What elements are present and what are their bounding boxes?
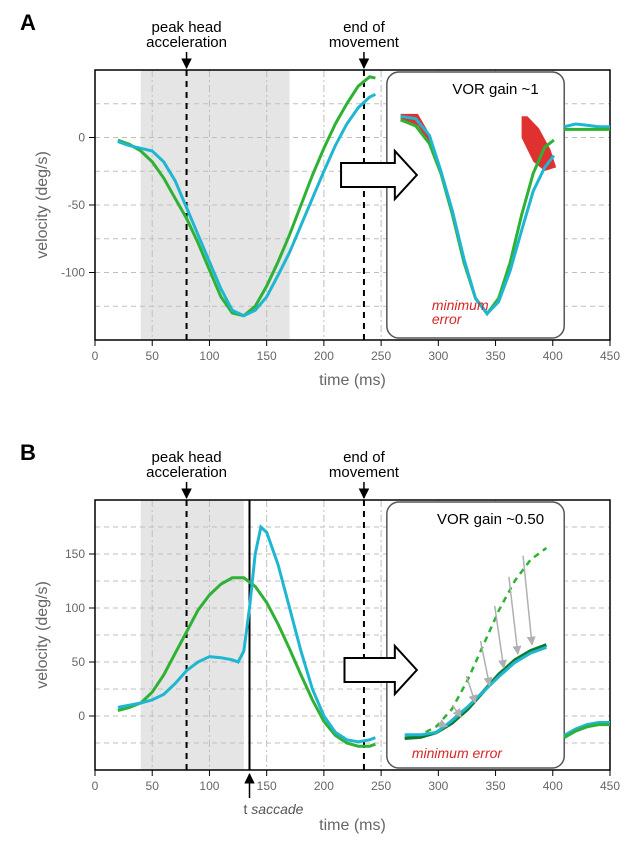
ylabel: velocity (deg/s) bbox=[34, 151, 51, 259]
xtick-label: 200 bbox=[314, 779, 334, 793]
inset-a-title: VOR gain ~1 bbox=[452, 81, 538, 98]
minerr-label: minimum error bbox=[412, 745, 504, 761]
xtick-label: 250 bbox=[371, 779, 391, 793]
accel-shade bbox=[141, 500, 244, 770]
ytick-label: -50 bbox=[68, 198, 86, 212]
ytick-label: 0 bbox=[78, 131, 85, 145]
ytick-label: 150 bbox=[65, 547, 85, 561]
xtick-label: 100 bbox=[199, 779, 219, 793]
tsaccade-label: t saccade bbox=[244, 801, 304, 817]
figure-root: A -100 -50 0 velocity (deg/s) 0 50 100 150 200 25… bbox=[0, 0, 641, 863]
xtick-label: 350 bbox=[486, 349, 506, 363]
ytick-label: 0 bbox=[78, 709, 85, 723]
peak-head-label: acceleration bbox=[146, 464, 227, 481]
xtick-label: 300 bbox=[428, 349, 448, 363]
peak-head-label: acceleration bbox=[146, 34, 227, 51]
eye-tail bbox=[564, 124, 610, 127]
xtick-label: 450 bbox=[600, 349, 620, 363]
xtick-label: 0 bbox=[92, 349, 99, 363]
xlabel: time (ms) bbox=[319, 372, 386, 389]
xtick-label: 250 bbox=[371, 349, 391, 363]
xtick-label: 300 bbox=[428, 779, 448, 793]
xtick-label: 150 bbox=[257, 779, 277, 793]
panel-a: A -100 -50 0 velocity (deg/s) 0 50 100 150 200 25… bbox=[20, 10, 620, 410]
xtick-label: 350 bbox=[486, 779, 506, 793]
panel-b: B 0 50 100 150 velocity (deg/s) 0 50 100 150 200 2… bbox=[20, 440, 620, 850]
xtick-label: 0 bbox=[92, 779, 99, 793]
inset-b-title: VOR gain ~0.50 bbox=[437, 511, 544, 528]
panel-a-letter: A bbox=[20, 10, 36, 36]
xtick-label: 400 bbox=[543, 349, 563, 363]
end-move-label: movement bbox=[329, 464, 400, 481]
ytick-label: 50 bbox=[72, 655, 86, 669]
panel-b-svg: 0 50 100 150 velocity (deg/s) 0 50 100 150 200 250… bbox=[20, 440, 620, 850]
ylabel: velocity (deg/s) bbox=[34, 581, 51, 689]
panel-b-letter: B bbox=[20, 440, 36, 466]
xtick-label: 50 bbox=[146, 349, 160, 363]
inset-b bbox=[387, 502, 564, 768]
xtick-label: 200 bbox=[314, 349, 334, 363]
xtick-label: 450 bbox=[600, 779, 620, 793]
xtick-label: 150 bbox=[257, 349, 277, 363]
panel-a-svg: -100 -50 0 velocity (deg/s) 0 50 100 150 200 250 3… bbox=[20, 10, 620, 410]
xtick-label: 400 bbox=[543, 779, 563, 793]
xlabel: time (ms) bbox=[319, 817, 386, 834]
xtick-label: 50 bbox=[146, 779, 160, 793]
end-move-label: movement bbox=[329, 34, 400, 51]
xtick-label: 100 bbox=[199, 349, 219, 363]
minerr-label: error bbox=[432, 311, 463, 327]
ytick-label: 100 bbox=[65, 601, 85, 615]
ytick-label: -100 bbox=[61, 266, 85, 280]
